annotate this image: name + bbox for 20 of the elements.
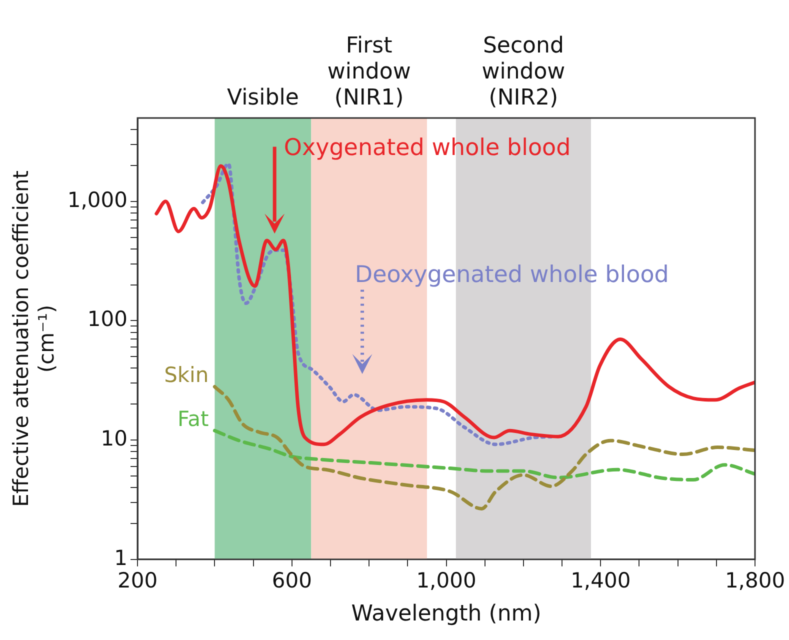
y-tick-label: 1,000 bbox=[67, 188, 128, 212]
line-series bbox=[212, 428, 755, 482]
y-axis-title: Effective attenuation coefficient (cm⁻¹) bbox=[9, 170, 58, 507]
line-series bbox=[154, 164, 755, 446]
band-label: Visible bbox=[227, 86, 299, 111]
y-tick-label: 100 bbox=[87, 307, 128, 332]
series-label: Fat bbox=[177, 407, 209, 432]
band-label: First window (NIR1) bbox=[327, 34, 411, 111]
x-tick-label: 1,000 bbox=[416, 568, 476, 592]
line-series bbox=[212, 384, 755, 510]
annotation: Deoxygenated whole blood bbox=[354, 262, 669, 288]
x-tick-label: 1,800 bbox=[724, 568, 786, 592]
x-tick-label: 200 bbox=[117, 568, 158, 592]
band-label: Second window (NIR2) bbox=[482, 34, 566, 111]
y-tick-label: 1 bbox=[114, 546, 128, 570]
series-label: Skin bbox=[164, 363, 209, 388]
x-axis-title: Wavelength (nm) bbox=[351, 602, 542, 627]
y-tick-label: 10 bbox=[100, 426, 128, 451]
x-tick-label: 600 bbox=[272, 568, 312, 592]
x-tick-label: 1,400 bbox=[570, 568, 631, 592]
